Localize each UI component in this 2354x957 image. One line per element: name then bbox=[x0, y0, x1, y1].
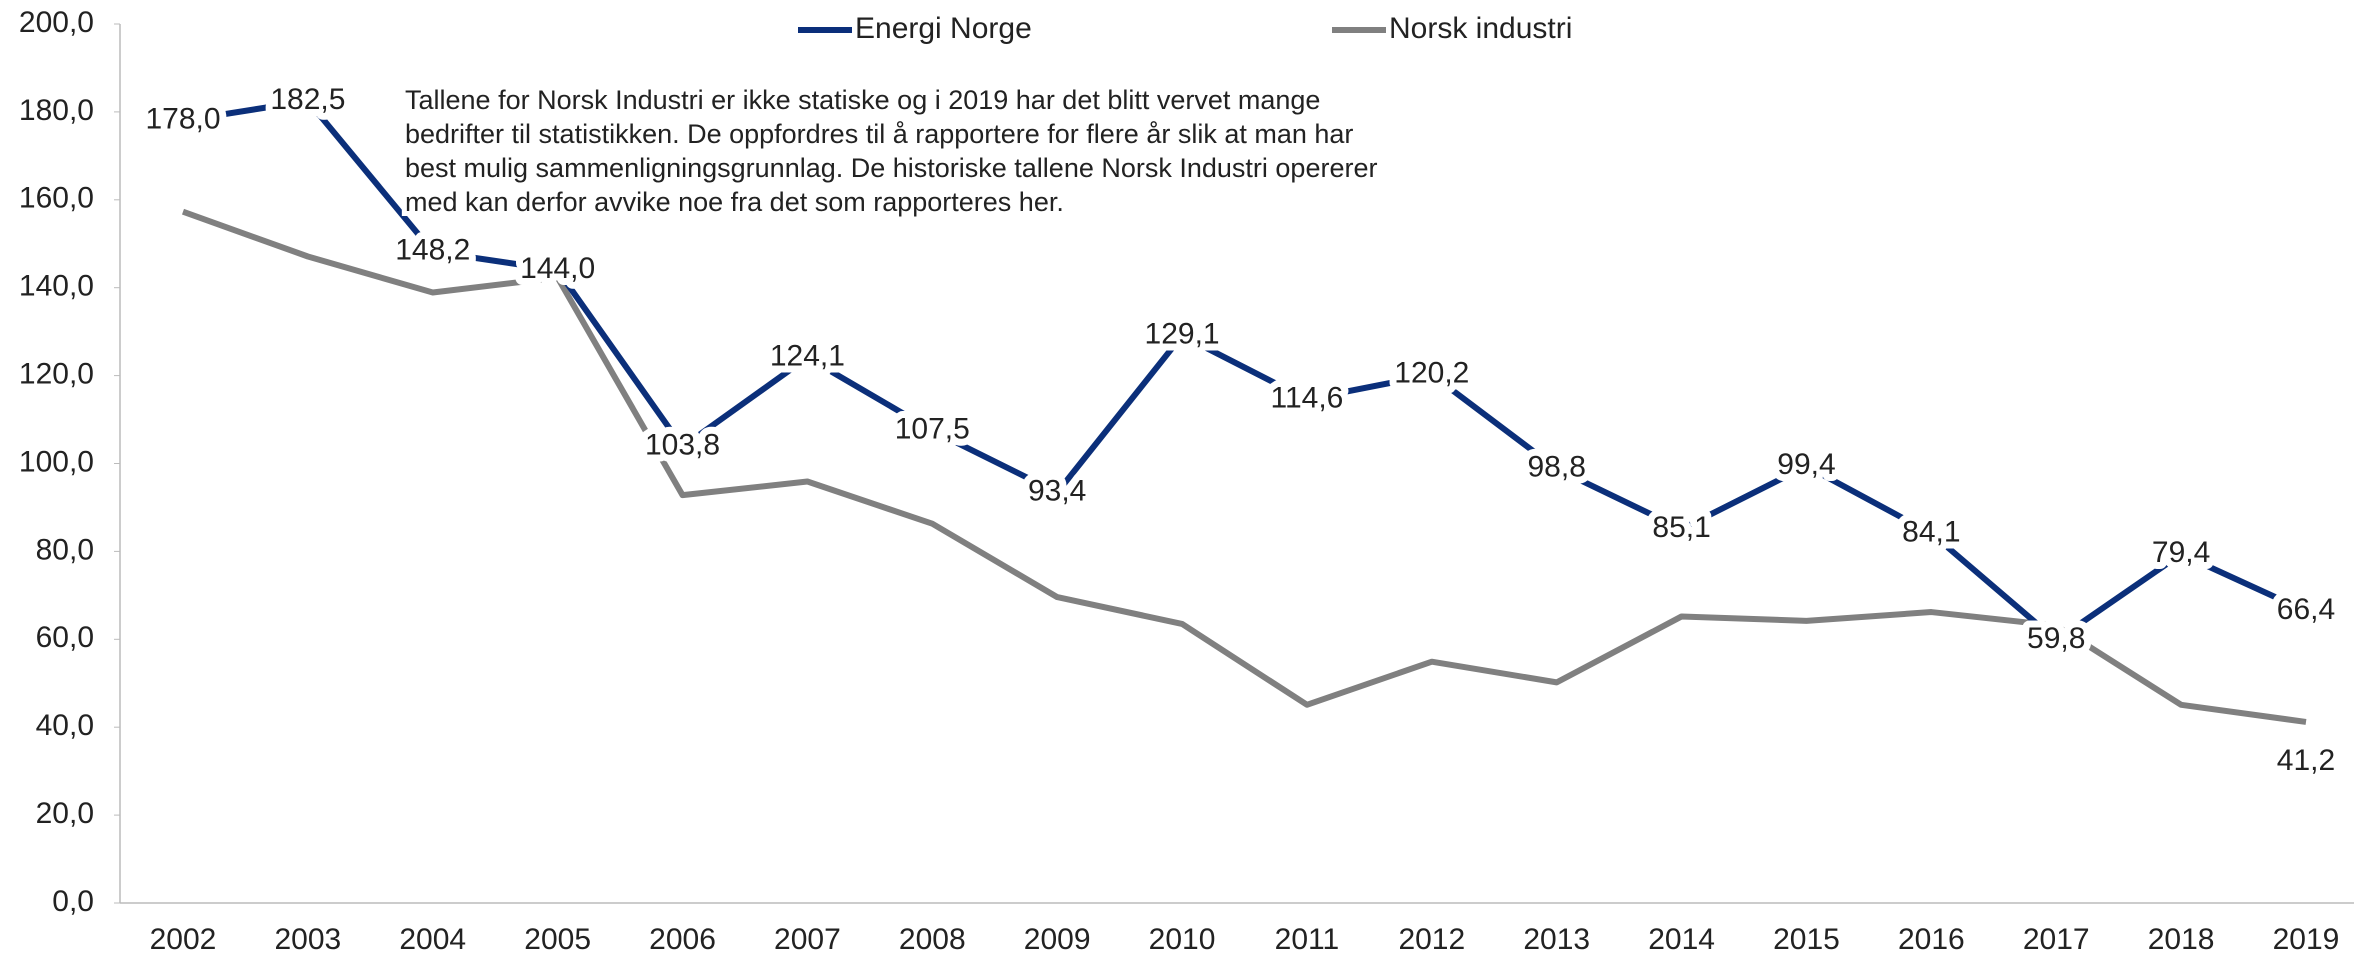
x-tick-label: 2013 bbox=[1523, 923, 1590, 956]
x-tick-label: 2011 bbox=[1275, 923, 1340, 956]
x-tick-label: 2014 bbox=[1648, 923, 1715, 956]
data-label: 93,4 bbox=[1028, 474, 1086, 507]
y-tick-label: 180,0 bbox=[19, 94, 94, 127]
x-tick-label: 2008 bbox=[899, 923, 966, 956]
data-label: 98,8 bbox=[1528, 451, 1586, 484]
x-tick-label: 2004 bbox=[399, 923, 466, 956]
data-label: 103,8 bbox=[645, 429, 720, 462]
data-label: 178,0 bbox=[145, 103, 220, 136]
y-tick-label: 100,0 bbox=[19, 445, 94, 478]
legend-label: Energi Norge bbox=[855, 12, 1032, 45]
data-label: 182,5 bbox=[270, 83, 345, 116]
data-label: 148,2 bbox=[395, 234, 470, 267]
series-line bbox=[182, 97, 2308, 644]
y-tick-label: 40,0 bbox=[36, 709, 94, 742]
x-tick-label: 2007 bbox=[774, 923, 841, 956]
annotation: best mulig sammenligningsgrunnlag. De hi… bbox=[405, 153, 1377, 183]
y-tick-label: 120,0 bbox=[19, 358, 94, 391]
data-label: 124,1 bbox=[770, 340, 845, 373]
data-label: 144,0 bbox=[520, 252, 595, 285]
y-tick-label: 0,0 bbox=[52, 885, 94, 918]
data-label: 114,6 bbox=[1271, 381, 1344, 414]
annotation: bedrifter til statistikken. De oppfordre… bbox=[405, 119, 1353, 149]
data-label: 79,4 bbox=[2152, 536, 2210, 569]
x-tick-label: 2005 bbox=[524, 923, 591, 956]
x-tick-label: 2006 bbox=[649, 923, 716, 956]
annotation: med kan derfor avvike noe fra det som ra… bbox=[405, 187, 1064, 217]
data-label: 107,5 bbox=[895, 412, 970, 445]
y-tick-label: 80,0 bbox=[36, 533, 94, 566]
data-label: 59,8 bbox=[2027, 622, 2085, 655]
x-tick-label: 2019 bbox=[2273, 923, 2340, 956]
data-label: 85,1 bbox=[1652, 511, 1710, 544]
series-line bbox=[181, 208, 2307, 725]
data-label: 41,2 bbox=[2277, 744, 2335, 777]
x-tick-label: 2015 bbox=[1773, 923, 1840, 956]
annotation: Tallene for Norsk Industri er ikke stati… bbox=[405, 85, 1320, 115]
data-label: 99,4 bbox=[1777, 448, 1835, 481]
y-tick-label: 140,0 bbox=[19, 270, 94, 303]
data-label: 84,1 bbox=[1902, 515, 1960, 548]
data-label: 120,2 bbox=[1394, 357, 1469, 390]
data-label: 66,4 bbox=[2277, 593, 2335, 626]
x-tick-label: 2003 bbox=[275, 923, 342, 956]
x-tick-label: 2017 bbox=[2023, 923, 2090, 956]
x-tick-label: 2016 bbox=[1898, 923, 1965, 956]
data-label: 129,1 bbox=[1145, 318, 1220, 351]
x-tick-label: 2018 bbox=[2148, 923, 2215, 956]
y-tick-label: 160,0 bbox=[19, 182, 94, 215]
x-tick-label: 2002 bbox=[150, 923, 217, 956]
y-tick-label: 60,0 bbox=[36, 621, 94, 654]
x-tick-label: 2010 bbox=[1149, 923, 1216, 956]
x-tick-label: 2012 bbox=[1398, 923, 1465, 956]
legend-label: Norsk industri bbox=[1389, 12, 1572, 45]
x-tick-label: 2009 bbox=[1024, 923, 1091, 956]
y-tick-label: 20,0 bbox=[36, 797, 94, 830]
y-tick-label: 200,0 bbox=[19, 6, 94, 39]
